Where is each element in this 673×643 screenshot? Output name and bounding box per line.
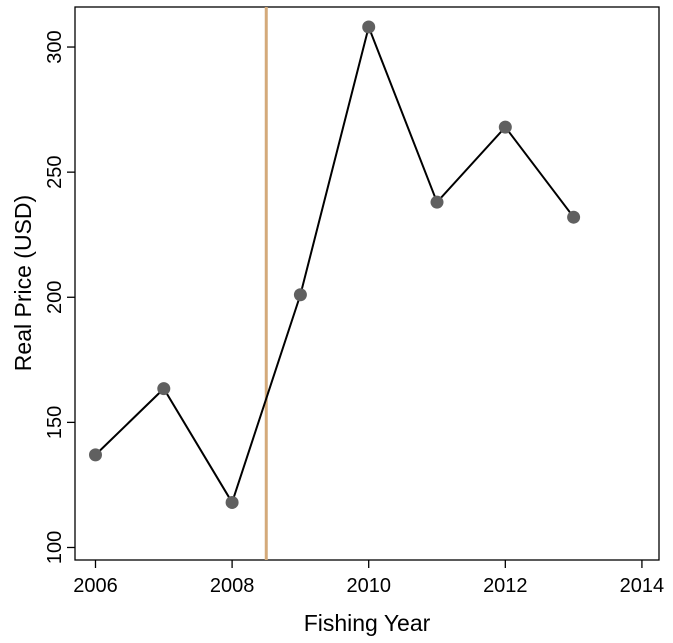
plot-frame [74, 6, 660, 561]
x-tick-label-2014: 2014 [620, 575, 665, 597]
data-point-2008 [225, 495, 239, 509]
x-axis-title: Fishing Year [304, 610, 431, 636]
y-tick-label-100: 100 [44, 531, 66, 564]
y-tick-label-250: 250 [44, 155, 66, 188]
data-point-2012 [498, 120, 512, 134]
data-point-2007 [157, 382, 171, 396]
y-tick-label-300: 300 [44, 30, 66, 63]
data-point-2006 [88, 448, 102, 462]
x-tick-label-2012: 2012 [483, 575, 528, 597]
data-points [88, 20, 581, 509]
y-axis-ticks: 100 150 200 250 300 [44, 30, 75, 564]
data-point-2013 [567, 210, 581, 224]
y-axis-title: Real Price (USD) [10, 195, 36, 371]
x-axis-ticks: 2006 2008 2010 2012 2014 [73, 560, 664, 597]
y-tick-label-200: 200 [44, 281, 66, 314]
series-lines [94, 23, 575, 505]
data-point-2009 [293, 288, 307, 302]
x-tick-label-2006: 2006 [73, 575, 118, 597]
data-point-2011 [430, 195, 444, 209]
x-tick-label-2008: 2008 [210, 575, 255, 597]
x-tick-label-2010: 2010 [346, 575, 391, 597]
y-tick-label-150: 150 [44, 406, 66, 439]
series-line-0 [94, 23, 575, 505]
data-point-2010 [362, 20, 376, 34]
